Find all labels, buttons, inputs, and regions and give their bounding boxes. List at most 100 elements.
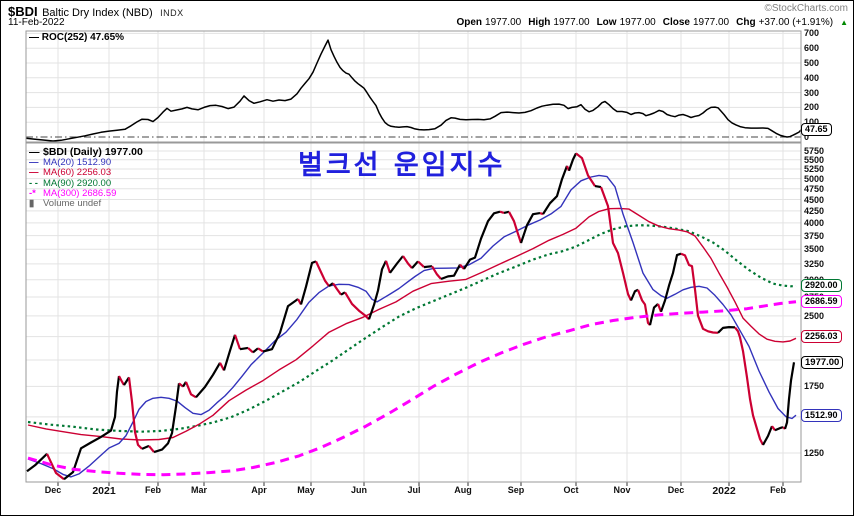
quote-value: 1977.00 <box>553 17 590 28</box>
price-axis-tick: 5750 <box>804 146 825 156</box>
x-axis-month-label: May <box>297 485 315 495</box>
chart-subheader: 11-Feb-2022 Open 1977.00 High 1977.00 Low 197… <box>8 17 848 28</box>
roc-panel-border <box>25 30 802 143</box>
legend-text: MA(90) 2920.00 <box>43 177 112 189</box>
bdi-price-line <box>239 346 249 351</box>
bdi-price-line <box>417 260 425 268</box>
bdi-price-line <box>153 383 181 454</box>
bdi-price-line <box>195 362 221 399</box>
x-axis-month-label: Feb <box>144 485 161 495</box>
legend-item-ma-90-: - - MA(90) 2920.00 <box>29 177 143 189</box>
ma90-line <box>27 224 797 433</box>
bdi-price-line <box>63 375 121 481</box>
legend-item-ma-300-: -* MA(300) 2686.59 <box>29 187 143 199</box>
legend-line-swatch-icon: ▮ <box>29 198 35 210</box>
roc-line <box>25 39 802 142</box>
bdi-price-line <box>340 291 346 296</box>
legend-line-swatch-icon: — <box>29 167 39 179</box>
bdi-price-line <box>184 381 197 399</box>
bdi-price-line <box>315 260 330 287</box>
index-type: INDX <box>160 8 184 18</box>
x-axis-month-label: Mar <box>190 485 207 495</box>
ohlc-quote-row: Open 1977.00 High 1977.00 Low 1977.00 Close 197… <box>456 17 848 28</box>
price-axis-tick: 4750 <box>804 183 825 194</box>
bdi-price-line <box>539 212 544 216</box>
bdi-price-line <box>575 152 596 187</box>
roc-axis-tick: 400 <box>804 72 820 83</box>
bdi-price-line <box>503 210 510 214</box>
legend-item-ma-60-: — MA(60) 2256.03 <box>29 167 143 179</box>
legend-line-swatch-icon: — <box>29 157 39 168</box>
legend-line-swatch-icon: — <box>29 146 40 158</box>
x-axis-month-label: 2021 <box>92 485 116 497</box>
bdi-price-line <box>519 212 541 244</box>
legend-line-swatch-icon: -* <box>29 187 36 199</box>
copyright-text: ©StockCharts.com <box>764 3 848 14</box>
quote-label: Chg <box>736 17 756 28</box>
quote-value: 1977.00 <box>619 17 656 28</box>
ma60-line <box>27 207 797 441</box>
x-axis-month-label: Nov <box>613 485 631 495</box>
price-axis-tick: 5000 <box>804 173 825 184</box>
legend-text: MA(20) 1512.90 <box>43 157 112 168</box>
price-legend: — $BDI (Daily) 1977.00— MA(20) 1512.90— MA(… <box>29 146 143 209</box>
bdi-price-line <box>774 426 784 432</box>
x-axis-month-label: Dec <box>667 485 685 495</box>
bdi-price-line <box>636 289 651 326</box>
x-axis-month-label: Dec <box>44 485 62 495</box>
legend-line-swatch-icon: - - <box>29 177 38 189</box>
quote-label: Open <box>456 17 483 28</box>
chart-date: 11-Feb-2022 <box>8 17 65 28</box>
bdi-price-line <box>46 453 65 481</box>
price-axis-tick: 5500 <box>804 154 825 165</box>
bdi-price-line <box>148 445 155 453</box>
price-axis-tick: 3750 <box>804 230 825 241</box>
bdi-price-line <box>222 334 237 371</box>
bdi-price-line <box>252 347 259 354</box>
bdi-price-line <box>141 444 150 450</box>
bdi-price-line <box>762 425 774 446</box>
bdi-price-line <box>680 252 719 334</box>
legend-text: MA(60) 2256.03 <box>43 167 112 179</box>
bdi-price-line <box>384 260 392 274</box>
quote-value: +37.00 (+1.91%) <box>758 17 834 28</box>
bdi-price-line <box>127 377 143 450</box>
price-axis-tick: 1750 <box>804 381 825 392</box>
price-axis-tick: 3250 <box>804 258 825 269</box>
bdi-price-line <box>344 291 370 321</box>
last-value-box: 1512.90 <box>801 408 842 422</box>
bdi-price-line <box>118 375 125 386</box>
bdi-price-line <box>567 152 577 172</box>
chart-header: $BDI Baltic Dry Index (NBD) INDX ©StockC… <box>8 3 848 21</box>
ticker-symbol: $BDI <box>8 4 38 19</box>
price-axis-tick: 5250 <box>804 164 825 174</box>
price-panel-border <box>25 142 802 483</box>
bdi-price-line <box>26 453 48 473</box>
last-value-box: 1977.00 <box>801 355 844 369</box>
quote-label: High <box>528 17 551 28</box>
bdi-price-line <box>717 326 736 334</box>
bdi-price-line <box>599 186 632 301</box>
roc-axis-tick: 200 <box>804 102 820 113</box>
bdi-price-line <box>367 260 387 320</box>
bdi-price-line <box>431 265 442 280</box>
roc-axis-tick: 600 <box>804 43 820 54</box>
bdi-price-line <box>402 255 413 269</box>
quote-value: 1977.00 <box>485 17 522 28</box>
legend-item--bdi-daily-: — $BDI (Daily) 1977.00 <box>29 146 143 158</box>
bdi-price-line <box>648 303 659 326</box>
last-value-box: 2686.59 <box>801 295 842 309</box>
bdi-price-line <box>411 260 419 269</box>
bdi-price-line <box>299 260 317 305</box>
chart-annotation-korean: 벌크선 운임지수 <box>298 150 506 181</box>
x-axis-month-label: Feb <box>769 485 786 495</box>
roc-axis-tick: 700 <box>804 28 820 39</box>
last-value-box: 47.65 <box>801 123 832 137</box>
x-axis-month-label: Aug <box>454 485 472 495</box>
price-axis-tick: 4250 <box>804 205 825 216</box>
bdi-price-line <box>734 326 764 446</box>
price-axis-tick: 1250 <box>804 448 825 458</box>
bdi-price-line <box>771 425 776 431</box>
